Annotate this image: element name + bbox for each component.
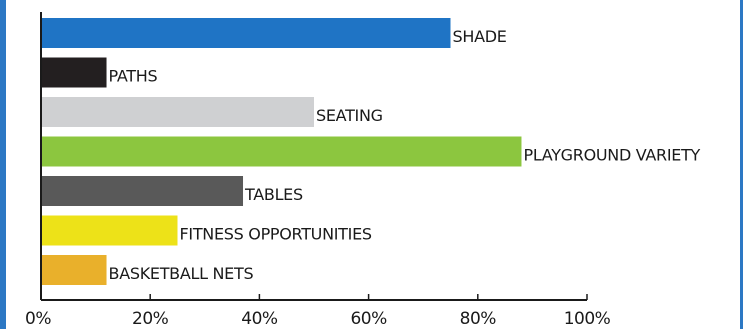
bar-shade <box>41 18 451 48</box>
bar-label-paths: PATHS <box>109 67 158 86</box>
bar-basketball-nets <box>41 255 107 285</box>
bar-label-basketball-nets: BASKETBALL NETS <box>109 264 254 283</box>
bar-label-tables: TABLES <box>244 185 303 204</box>
x-tick-label: 20% <box>132 309 169 329</box>
bars-layer <box>41 18 522 285</box>
x-tick-label: 0% <box>25 309 51 329</box>
bar-playground-variety <box>41 136 522 167</box>
bar-seating <box>41 97 314 127</box>
x-tick-label: 80% <box>460 309 497 329</box>
labels-layer: SHADE PATHS SEATING PLAYGROUND VARIETY TABLE… <box>25 27 701 329</box>
x-tick-label: 40% <box>241 309 278 329</box>
x-tick-label: 100% <box>564 309 611 329</box>
x-tick-label: 60% <box>350 309 387 329</box>
bar-label-shade: SHADE <box>453 27 507 46</box>
axis-layer <box>40 12 588 301</box>
bar-chart: SHADE PATHS SEATING PLAYGROUND VARIETY TABLE… <box>25 12 701 329</box>
bar-paths <box>41 57 107 88</box>
bar-label-fitness-opportunities: FITNESS OPPORTUNITIES <box>180 225 372 244</box>
bar-tables <box>41 176 244 206</box>
bar-label-seating: SEATING <box>316 106 383 125</box>
bar-label-playground-variety: PLAYGROUND VARIETY <box>523 146 700 165</box>
bar-fitness-opportunities <box>41 215 178 246</box>
